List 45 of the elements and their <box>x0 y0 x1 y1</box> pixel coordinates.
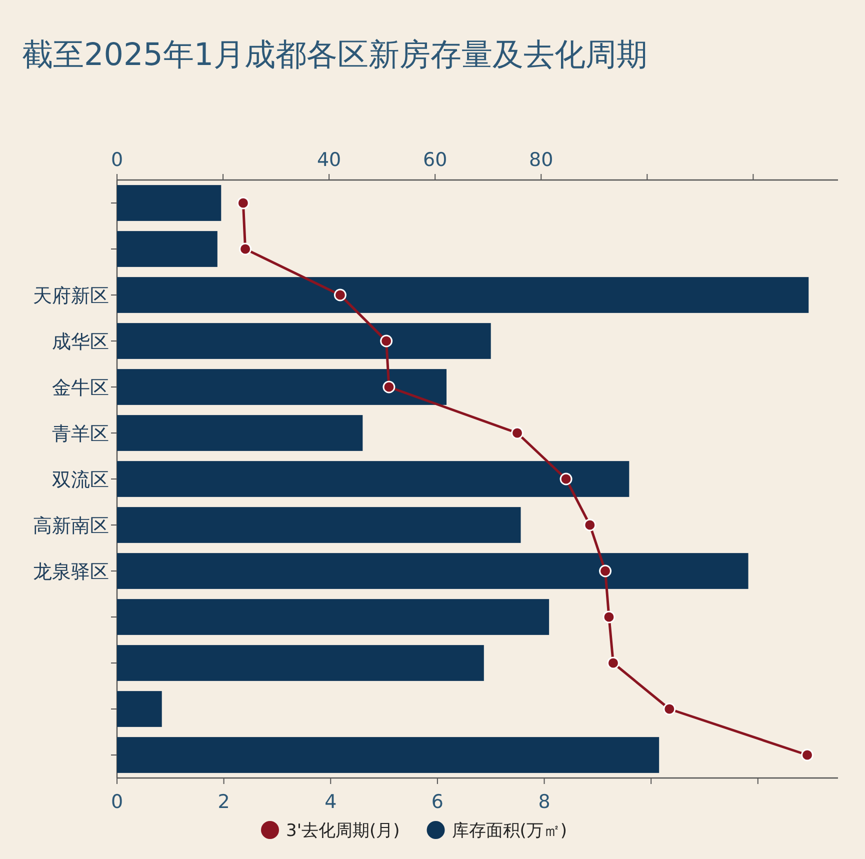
bar <box>117 277 809 313</box>
point <box>663 702 676 716</box>
x2-tick-label: 60 <box>422 149 448 171</box>
x-tick-label: 6 <box>431 791 444 813</box>
point <box>560 472 572 486</box>
bar <box>117 323 491 359</box>
point <box>599 564 612 578</box>
bar <box>117 599 550 635</box>
x2-tick-label: 80 <box>529 149 554 171</box>
y-tick-label: 金牛区 <box>52 377 109 399</box>
bar <box>117 737 660 773</box>
point <box>602 610 616 624</box>
legend-label: 3'去化周期(月) <box>286 821 400 841</box>
chart-title: 截至2025年1月成都各区新房存量及去化周期 <box>22 37 648 73</box>
y-tick-label: 青羊区 <box>52 423 109 445</box>
x2-tick-label: 0 <box>110 149 124 171</box>
x-tick-label: 4 <box>324 791 337 813</box>
point <box>606 656 620 670</box>
bar <box>117 691 162 727</box>
x2-tick-label: 40 <box>316 149 342 171</box>
bar <box>117 415 363 451</box>
bar <box>117 507 521 543</box>
y-tick-label: 龙泉驿区 <box>33 561 109 583</box>
y-tick-label: 高新南区 <box>33 515 109 537</box>
x-tick-label: 2 <box>218 791 230 813</box>
point <box>511 426 524 440</box>
point <box>380 334 393 348</box>
bar <box>117 553 748 589</box>
y-tick-label: 天府新区 <box>33 285 109 307</box>
bar <box>117 645 484 681</box>
point <box>801 748 814 762</box>
bar <box>117 231 218 267</box>
bar <box>117 461 630 497</box>
legend-label: 库存面积(万㎡) <box>452 821 568 841</box>
x-tick-label: 0 <box>110 791 124 813</box>
y-tick-label: 双流区 <box>52 469 109 491</box>
bar <box>117 185 222 221</box>
x-tick-label: 8 <box>538 791 550 813</box>
y-tick-label: 成华区 <box>52 331 109 353</box>
point <box>382 380 396 394</box>
point <box>334 288 346 302</box>
point <box>239 242 252 256</box>
point <box>584 518 596 532</box>
bar <box>117 369 447 405</box>
point <box>236 196 250 210</box>
